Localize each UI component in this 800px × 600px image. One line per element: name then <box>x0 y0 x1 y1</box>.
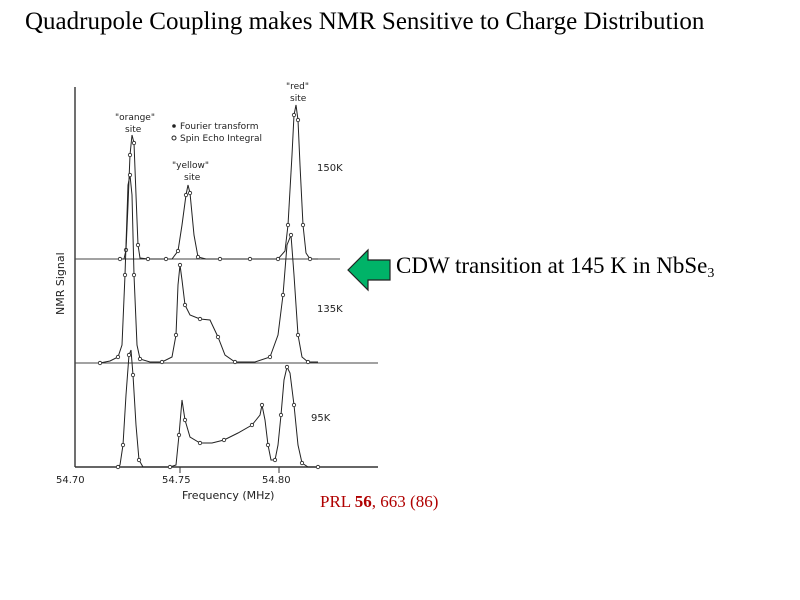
trace-135k <box>99 174 318 364</box>
trace-135k-point <box>280 292 286 298</box>
trace-150k-point <box>307 256 313 262</box>
trace-135k-point <box>127 172 133 178</box>
x-tick-label: 54.70 <box>56 475 85 486</box>
trace-135k-point <box>295 332 301 338</box>
trace-150k-point <box>195 254 201 260</box>
citation-volume: 56 <box>354 492 372 511</box>
trace-95k-point <box>126 352 132 358</box>
trace-95k-point <box>284 364 290 370</box>
trace-135k-point <box>137 356 143 362</box>
callout-text: CDW transition at 145 K in NbSe3 <box>396 253 714 282</box>
trace-135k-point <box>97 360 103 366</box>
trace-135k-point <box>215 334 221 340</box>
trace-95k-point <box>259 402 265 408</box>
trace-95k-point <box>182 417 188 423</box>
site-label-red: "red" <box>286 82 309 92</box>
legend-fourier: Fourier transform <box>180 122 259 132</box>
trace-135k-point <box>177 262 183 268</box>
trace-95k-point <box>130 372 136 378</box>
trace-95k-point <box>265 442 271 448</box>
trace-95k-point <box>249 422 255 428</box>
slide-title: Quadrupole Coupling makes NMR Sensitive … <box>25 8 705 35</box>
trace-95k-point <box>176 432 182 438</box>
trace-135k-point <box>232 359 238 365</box>
trace-150k-point <box>145 256 151 262</box>
trace-150k-point <box>285 222 291 228</box>
legend-marker-spin-echo <box>171 135 177 141</box>
trace-150k-point <box>291 112 297 118</box>
trace-150k-point <box>117 256 123 262</box>
legend-spin-echo: Spin Echo Integral <box>180 134 262 144</box>
legend-marker-fourier <box>172 124 176 128</box>
trace-150k-point <box>217 256 223 262</box>
trace-95k-point <box>136 457 142 463</box>
trace-95k-point <box>291 402 297 408</box>
trace-150k <box>120 104 318 260</box>
spectra-traces <box>97 104 321 470</box>
trace-135k-point <box>182 302 188 308</box>
trace-135k-point <box>122 272 128 278</box>
site-label-yellow: site <box>184 173 201 183</box>
nmr-spectra-figure: NMR Signal 54.70 54.75 54.80 Frequency (… <box>40 75 390 520</box>
trace-95k-point <box>120 442 126 448</box>
trace-150k-point <box>247 256 253 262</box>
trace-150k-point <box>275 256 281 262</box>
site-label-orange: site <box>125 125 142 135</box>
site-label-yellow: "yellow" <box>172 161 209 171</box>
temperature-label-135k: 135K <box>317 304 343 315</box>
trace-150k-point <box>175 248 181 254</box>
temperature-label-95k: 95K <box>311 413 331 424</box>
trace-95k-point <box>299 460 305 466</box>
callout-subscript: 3 <box>707 266 715 281</box>
x-tick-label: 54.80 <box>262 475 291 486</box>
x-axis-label: Frequency (MHz) <box>182 489 274 502</box>
trace-150k-point <box>183 192 189 198</box>
trace-95k-point <box>197 440 203 446</box>
trace-95k-point <box>272 457 278 463</box>
trace-150k-point <box>187 190 193 196</box>
site-label-orange: "orange" <box>115 113 155 123</box>
trace-95k-point <box>315 464 321 470</box>
trace-150k-point <box>131 140 137 146</box>
trace-150k-point <box>295 117 301 123</box>
trace-135k-point <box>173 332 179 338</box>
citation: PRL 56, 663 (86) <box>320 492 438 512</box>
trace-135k-point <box>197 316 203 322</box>
trace-95k-point <box>278 412 284 418</box>
site-label-red: site <box>290 94 307 104</box>
temperature-label-150k: 150K <box>317 163 343 174</box>
citation-prefix: PRL <box>320 492 355 511</box>
trace-135k-point <box>267 354 273 360</box>
citation-suffix: , 663 (86) <box>371 492 439 511</box>
trace-95k-point <box>221 437 227 443</box>
trace-135k-point <box>131 272 137 278</box>
callout-label: CDW transition at 145 K in NbSe <box>396 253 708 278</box>
trace-135k-point <box>288 232 294 238</box>
trace-95k-point <box>115 464 121 470</box>
trace-135k-point <box>159 359 165 365</box>
trace-150k-point <box>135 242 141 248</box>
x-tick-label: 54.75 <box>162 475 191 486</box>
left-arrow-icon <box>347 248 391 292</box>
trace-150k-point <box>300 222 306 228</box>
trace-135k-point <box>305 359 311 365</box>
trace-150k-point <box>127 152 133 158</box>
y-axis-label: NMR Signal <box>54 252 67 315</box>
trace-95k-point <box>167 464 173 470</box>
trace-150k-point <box>163 256 169 262</box>
trace-135k-point <box>115 354 121 360</box>
